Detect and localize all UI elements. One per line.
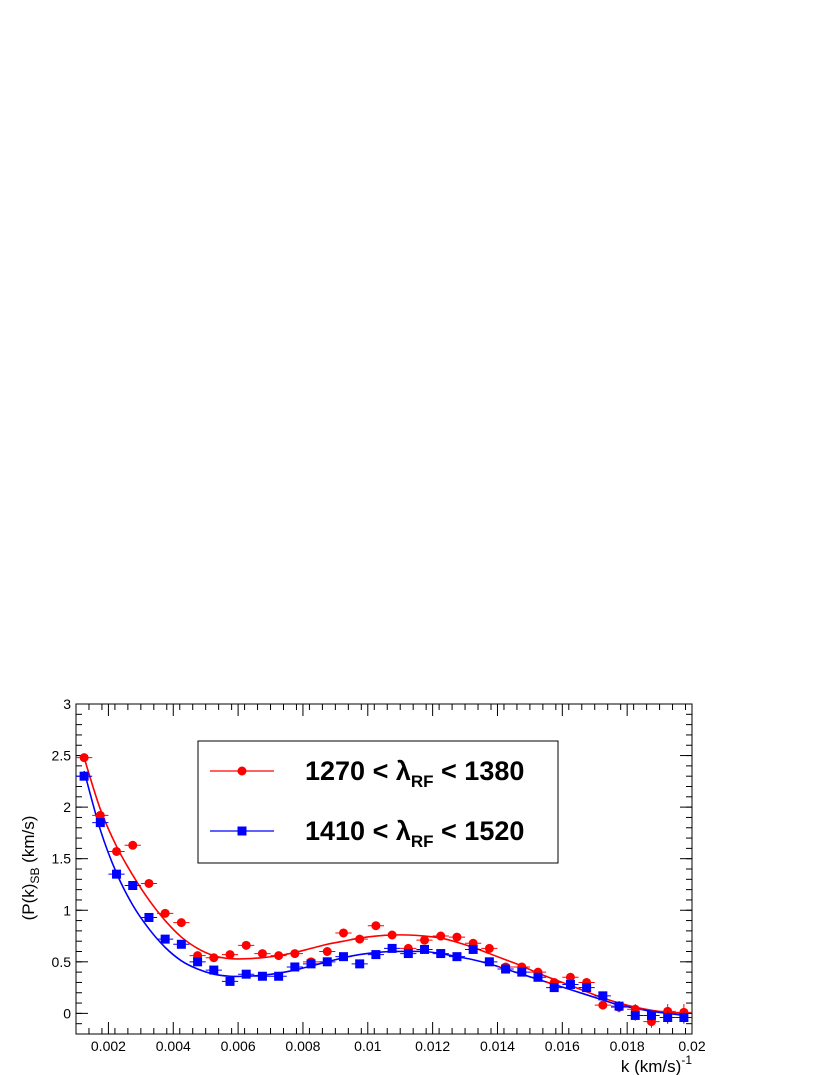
data-point-series-2 (160, 934, 170, 944)
data-point-series-1 (338, 928, 348, 938)
data-point-series-2 (468, 944, 478, 954)
x-axis-ticks (75, 704, 693, 1034)
legend-marker-series-2 (237, 826, 247, 836)
data-point-series-1 (436, 931, 446, 941)
legend-box (197, 740, 559, 864)
data-point-series-2 (387, 943, 397, 953)
x-tick-label: 0.006 (221, 1038, 256, 1054)
y-tick-label: 3 (63, 696, 71, 712)
data-point-series-2 (371, 950, 381, 960)
x-tick-label: 0.008 (285, 1038, 320, 1054)
data-point-series-1 (79, 753, 89, 763)
data-point-series-2 (679, 1013, 689, 1022)
data-point-series-2 (420, 944, 430, 954)
y-tick-label: 0 (63, 1005, 71, 1021)
data-point-series-2 (112, 869, 122, 879)
x-tick-label: 0.01 (354, 1038, 381, 1054)
y-tick-label: 0.5 (52, 954, 72, 970)
data-point-series-1 (112, 846, 122, 856)
y-axis-tick-labels: 0 0.5 1 1.5 2 2.5 3 (52, 696, 72, 1021)
data-point-series-1 (322, 947, 332, 956)
data-point-series-1 (176, 918, 186, 928)
x-tick-label: 0.016 (545, 1038, 580, 1054)
data-point-series-2 (517, 967, 527, 977)
data-point-series-2 (598, 991, 608, 1001)
legend-marker-series-1 (237, 766, 247, 776)
data-point-series-1 (290, 949, 300, 959)
data-point-series-2 (225, 976, 235, 986)
data-point-series-2 (614, 1001, 624, 1011)
data-point-series-2 (274, 971, 284, 981)
data-point-series-2 (452, 952, 462, 962)
data-point-series-2 (176, 939, 186, 949)
x-tick-label: 0.002 (91, 1038, 126, 1054)
data-point-series-2 (436, 949, 446, 959)
data-point-series-1 (274, 951, 284, 961)
legend-label-series-1: 1270 < λRF < 1380 (305, 756, 524, 791)
data-point-series-2 (582, 983, 592, 993)
data-point-series-1 (484, 943, 494, 953)
data-point-series-2 (663, 1013, 673, 1022)
data-point-series-1 (160, 908, 170, 918)
y-tick-label: 1.5 (52, 851, 72, 867)
x-tick-label: 0.012 (415, 1038, 450, 1054)
data-point-series-2 (484, 957, 494, 967)
data-point-series-2 (322, 957, 332, 967)
y-tick-label: 2.5 (52, 748, 72, 764)
fit-curve-series-2 (83, 770, 684, 1017)
y-tick-label: 2 (63, 799, 71, 815)
data-point-series-2 (209, 965, 219, 975)
legend-entry-series-1: 1270 < λRF < 1380 (210, 756, 524, 791)
legend-entry-series-2: 1410 < λRF < 1520 (210, 816, 524, 851)
data-point-series-1 (209, 953, 219, 963)
x-tick-label: 0.018 (610, 1038, 645, 1054)
data-point-series-1 (371, 921, 381, 931)
data-point-series-2 (144, 912, 154, 922)
data-point-series-2 (549, 983, 559, 993)
data-point-series-2 (403, 949, 413, 959)
data-point-series-2 (241, 969, 251, 979)
data-point-series-2 (95, 818, 105, 828)
data-point-series-1 (95, 810, 105, 820)
data-point-series-2 (646, 1010, 656, 1020)
x-axis-title: k (km/s)-1 (621, 1053, 692, 1075)
data-points (76, 753, 692, 1028)
data-point-series-2 (79, 771, 89, 781)
data-point-series-1 (565, 972, 575, 982)
x-tick-label: 0.004 (156, 1038, 191, 1054)
data-point-series-2 (338, 952, 348, 962)
data-point-series-2 (630, 1010, 640, 1020)
data-point-series-1 (387, 930, 397, 940)
data-point-series-2 (290, 962, 300, 972)
data-point-series-1 (144, 878, 154, 888)
data-point-series-1 (452, 932, 462, 942)
data-point-series-1 (355, 934, 365, 944)
data-point-series-1 (128, 840, 138, 850)
data-point-series-2 (257, 971, 267, 981)
data-point-series-2 (128, 881, 138, 890)
legend: 1270 < λRF < 1380 1410 < λRF < 1520 (197, 740, 559, 864)
data-point-series-2 (565, 980, 575, 989)
data-point-series-1 (598, 1000, 608, 1010)
data-point-series-1 (225, 950, 235, 960)
data-point-series-1 (420, 935, 430, 945)
data-point-series-1 (241, 940, 251, 950)
data-point-series-2 (193, 957, 203, 967)
y-tick-label: 1 (63, 902, 71, 918)
y-axis-title: (P(k)SB (km/s) (19, 816, 42, 921)
legend-label-series-2: 1410 < λRF < 1520 (305, 816, 524, 851)
x-tick-label: 0.02 (678, 1038, 705, 1054)
data-point-series-2 (501, 964, 511, 974)
data-point-series-2 (533, 972, 543, 982)
x-tick-label: 0.014 (480, 1038, 515, 1054)
data-point-series-2 (306, 959, 316, 969)
data-point-series-1 (257, 949, 267, 959)
x-axis-tick-labels: 0.002 0.004 0.006 0.008 0.01 0.012 0.014 0.016 0… (91, 1038, 706, 1054)
data-point-series-2 (355, 959, 365, 969)
